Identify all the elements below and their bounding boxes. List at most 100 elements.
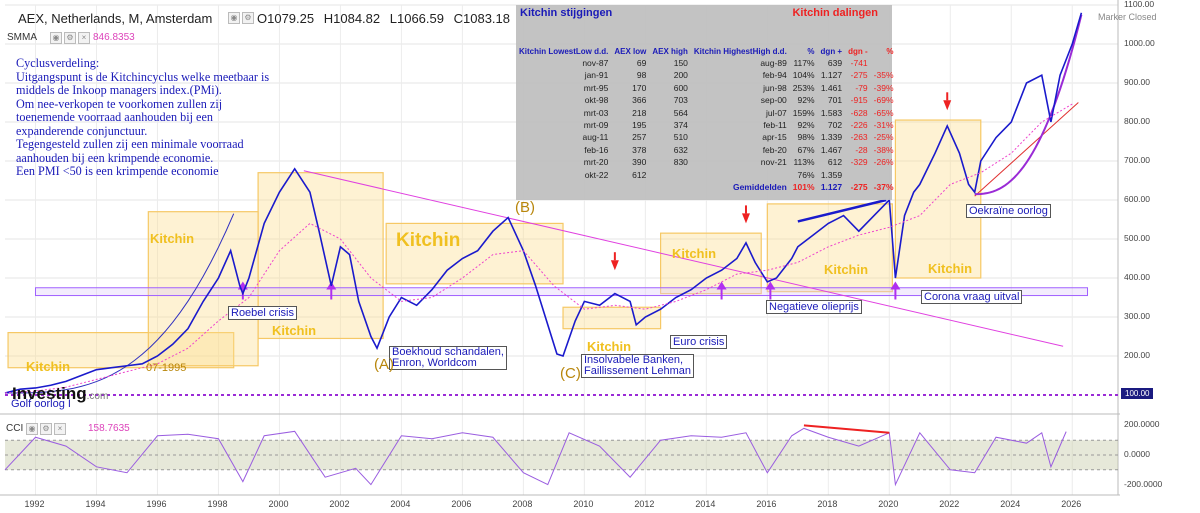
table-cell: 159%	[792, 107, 815, 118]
col-header: Kitchin LowestLow d.d.	[519, 47, 609, 56]
label-line: Boekhoud schandalen,	[392, 346, 504, 358]
table-cell: jun-98	[763, 82, 787, 93]
table-cell: feb-11	[763, 120, 787, 131]
cci-controls[interactable]: ◉ ⚙ ×	[26, 423, 66, 435]
table-cell: -26%	[873, 157, 894, 168]
table-cell: -275	[850, 70, 868, 81]
table-cell: okt-22	[584, 169, 609, 180]
x-tick-label: 2018	[817, 499, 838, 509]
table-cell: feb-94	[762, 70, 787, 81]
table-cell: 612	[632, 169, 647, 180]
price-tag-100: 100.00	[1121, 388, 1154, 399]
avg-label: Gemiddelden	[732, 182, 787, 193]
table-cell	[871, 169, 897, 181]
note-line: Uitgangspunt is de Kitchincyclus welke m…	[16, 69, 270, 84]
avg-cell: -37%	[873, 182, 894, 193]
series-smma-line	[4, 103, 1073, 394]
smma-controls[interactable]: ◉ ⚙ ×	[50, 32, 90, 44]
cci-y-tick-label: -200.0000	[1124, 478, 1163, 489]
label-boekhoud: Boekhoud schandalen, Enron, Worldcom	[389, 346, 507, 370]
eye-icon[interactable]: ◉	[50, 32, 62, 44]
table-cell	[871, 57, 897, 69]
growth-curve	[4, 213, 235, 394]
table-cell: sep-00	[760, 95, 787, 106]
table-row: mrt-09 195 374 feb-11 92% 702 -226 -31%	[516, 119, 897, 131]
kitchin-label: Kitchin	[150, 231, 195, 246]
table-cell: jan-91	[584, 70, 609, 81]
table-cell: -38%	[873, 144, 894, 155]
table-cell: 702	[827, 120, 843, 131]
smma-legend: SMMA ◉ ⚙ × 846.8353	[7, 32, 135, 44]
settings-icon[interactable]: ⚙	[242, 12, 254, 24]
down-arrow-icon	[610, 260, 619, 271]
point-label-b: (B)	[515, 199, 535, 216]
x-tick-label: 2016	[756, 499, 777, 509]
table-cell	[649, 169, 691, 181]
kitchin-label: Kitchin	[396, 230, 461, 251]
table-cell: -79	[855, 82, 868, 93]
table-cell	[691, 169, 790, 181]
marker-status[interactable]: Marker Closed	[1098, 12, 1157, 22]
logo-text: Investing	[12, 384, 87, 403]
table-cell: -226	[850, 120, 868, 131]
table-cell: 632	[673, 144, 688, 155]
settings-icon[interactable]: ⚙	[40, 423, 52, 435]
x-tick-label: 2022	[939, 499, 960, 509]
table-row: mrt-20 390 830 nov-21 113% 612 -329 -26%	[516, 156, 897, 168]
cci-value: 158.7635	[88, 423, 130, 434]
table-cell: -628	[850, 107, 868, 118]
table-cell: 1.359	[820, 169, 843, 180]
table-avg-row: Gemiddelden 101% 1.127 -275 -37%	[516, 181, 897, 193]
close-icon[interactable]: ×	[78, 32, 90, 44]
x-tick-label: 2004	[390, 499, 411, 509]
label-line: Faillissement Lehman	[584, 365, 691, 377]
up-arrow-icon	[890, 281, 901, 290]
close-value: C1083.18	[453, 11, 510, 26]
label-negatieve-olieprijs: Negatieve olieprijs	[766, 300, 862, 314]
y-tick-label: 900.00	[1124, 77, 1150, 87]
table-cell: 1.583	[820, 107, 843, 118]
open-value: O1079.25	[257, 11, 315, 26]
col-header: Kitchin HighestHigh d.d.	[693, 47, 787, 56]
x-tick-label: 2008	[512, 499, 533, 509]
table-row: nov-87 69 150 aug-89 117% 639 -741	[516, 57, 897, 69]
table-title-falls: Kitchin dalingen	[792, 7, 878, 19]
table-cell: 390	[632, 157, 647, 168]
point-label-c: (C)	[560, 365, 581, 382]
kitchin-box	[7, 332, 235, 369]
table-cell: 218	[632, 107, 647, 118]
x-tick-label: 2014	[695, 499, 716, 509]
y-tick-label: 700.00	[1124, 155, 1150, 165]
label-corona: Corona vraag uitval	[921, 290, 1023, 304]
table-cell: aug-89	[760, 58, 787, 68]
eye-icon[interactable]: ◉	[228, 12, 240, 24]
table-cell: -741	[850, 58, 868, 68]
table-cell: 830	[673, 157, 688, 168]
table-cell: 1.467	[820, 144, 843, 155]
table-cell: aug-11	[582, 132, 609, 143]
point-label-a: (A)	[374, 356, 394, 373]
table-cell: mrt-20	[583, 157, 609, 168]
y-tick-label: 800.00	[1124, 116, 1150, 126]
kitchin-label: Kitchin	[928, 261, 973, 276]
kitchin-label: Kitchin	[587, 339, 632, 354]
settings-icon[interactable]: ⚙	[64, 32, 76, 44]
x-tick-label: 2010	[573, 499, 594, 509]
downtrend-line	[303, 170, 1064, 347]
kitchin-data-table: Kitchin LowestLow d.d. AEX low AEX high …	[516, 21, 897, 193]
table-title-rises: Kitchin stijgingen	[520, 7, 613, 19]
col-header: %	[886, 47, 894, 56]
table-cell: -329	[850, 157, 868, 168]
label-roebel-crisis: Roebel crisis	[228, 306, 297, 320]
table-cell: 253%	[792, 82, 815, 93]
header-controls[interactable]: ◉ ⚙	[228, 12, 254, 24]
eye-icon[interactable]: ◉	[26, 423, 38, 435]
table-cell: 69	[636, 58, 647, 68]
table-cell: 170	[632, 82, 647, 93]
table-cell: 374	[673, 120, 688, 131]
close-icon[interactable]: ×	[54, 423, 66, 435]
cci-label: CCI	[6, 423, 24, 434]
symbol-title: AEX, Netherlands, M, Amsterdam	[18, 11, 213, 26]
note-line: Tegengesteld zullen zij een minimale voo…	[16, 137, 244, 151]
x-tick-label: 1994	[85, 499, 106, 509]
